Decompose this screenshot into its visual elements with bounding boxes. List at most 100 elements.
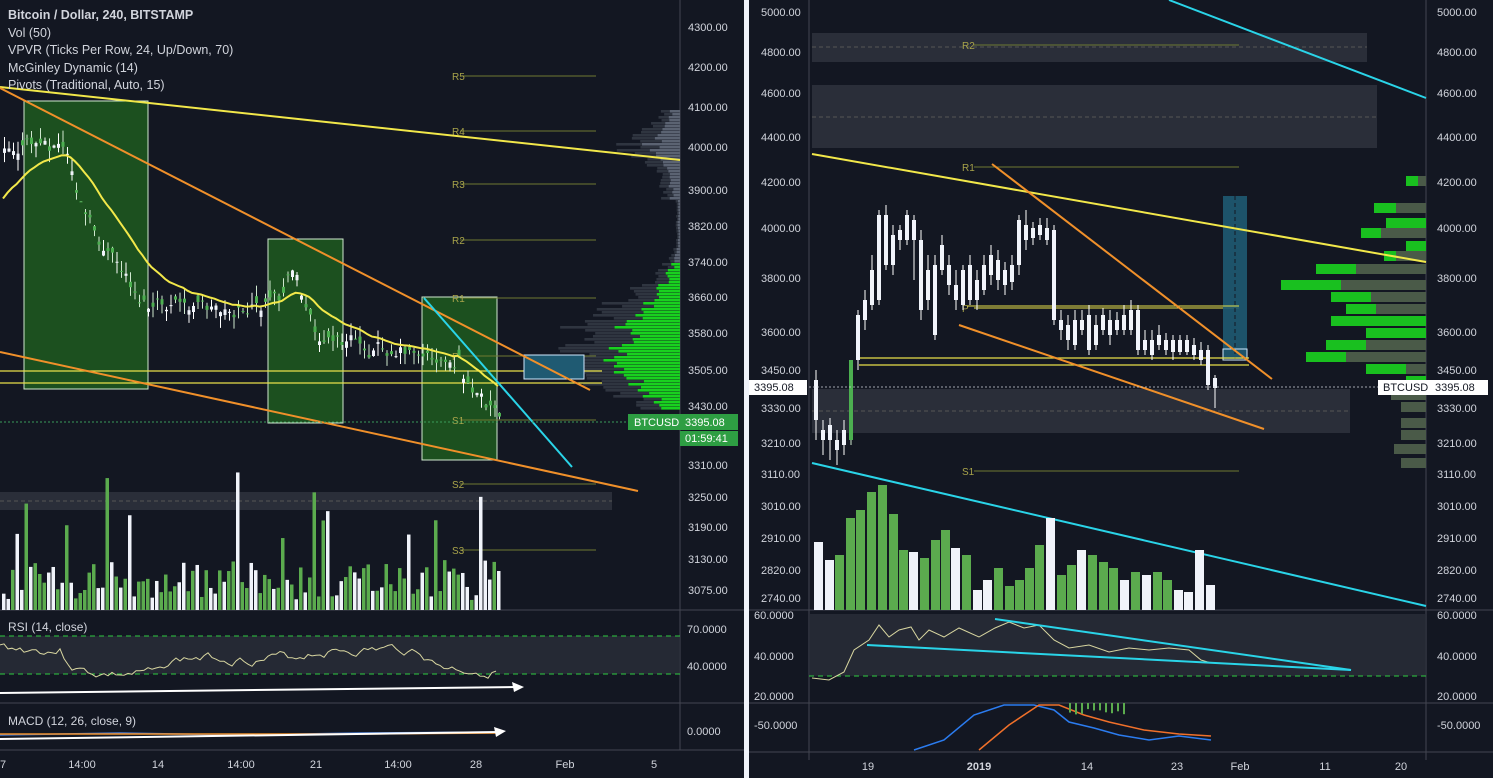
price-axis-label: 3740.00 <box>688 257 728 269</box>
price-axis-label: 3110.00 <box>1437 469 1476 481</box>
vpvr-bar <box>676 200 678 203</box>
candle-body <box>1157 335 1161 345</box>
candle-body <box>1017 220 1021 265</box>
price-axis-right[interactable]: 5000.00 4800.00 4600.00 4400.00 4200.00 4000.… <box>1437 7 1477 605</box>
candle-body <box>372 350 375 356</box>
volume-bar <box>470 600 474 610</box>
price-axis-label: 4600.00 <box>1437 88 1477 100</box>
vpvr-bar <box>668 266 674 269</box>
vpvr-bar <box>655 281 669 284</box>
vpvr-bar <box>655 272 665 275</box>
vpvr-bar <box>586 374 624 377</box>
vpvr-bar <box>1346 304 1376 314</box>
indicator-mcginley[interactable]: McGinley Dynamic (14) <box>8 60 233 78</box>
volume-bar <box>353 572 357 610</box>
vpvr-bar <box>642 284 658 287</box>
yellow-trendline[interactable] <box>812 154 1426 262</box>
volume-bar <box>272 589 276 610</box>
time-axis[interactable]: 7 14:00 14 14:00 21 14:00 28 Feb 5 <box>0 759 657 771</box>
candle-body <box>255 296 258 303</box>
left-chart-svg[interactable]: R5R4R3R2R1PS1S2S3 4300.004200.004100.004… <box>0 0 744 778</box>
volume-bar <box>169 591 173 610</box>
volume-bar <box>461 573 465 610</box>
candle-body <box>1185 340 1189 352</box>
candle-body <box>863 300 867 320</box>
vpvr-bar <box>676 227 678 230</box>
time-axis[interactable]: 19 2019 14 23 Feb 11 20 <box>862 761 1407 773</box>
volume-bar <box>835 555 844 610</box>
candle-body <box>309 309 312 315</box>
vpvr-bar <box>658 275 667 278</box>
price-axis-left[interactable]: 5000.00 4800.00 4600.00 4400.00 4200.00 4000.… <box>761 7 801 605</box>
candle-body <box>8 149 11 152</box>
macd-signal-line[interactable] <box>979 705 1211 750</box>
pivot-label: R2 <box>962 41 975 52</box>
candle-body <box>93 226 96 230</box>
vpvr-bar <box>661 131 680 134</box>
rsi-arrow[interactable] <box>0 687 518 693</box>
vpvr-bar <box>678 242 680 245</box>
vpvr-bar <box>658 134 680 137</box>
volume-bar <box>344 577 348 610</box>
green-zone-box[interactable] <box>24 101 148 389</box>
candle-body <box>1024 225 1028 240</box>
volume-bar <box>421 573 425 610</box>
rsi-band <box>0 636 680 674</box>
volume-bar <box>439 591 443 610</box>
vpvr-bar <box>602 311 644 314</box>
price-axis-label: 5000.00 <box>761 7 801 19</box>
vpvr-bar <box>584 338 632 341</box>
green-zone-box[interactable] <box>268 239 343 423</box>
candle-body <box>440 360 443 361</box>
candle-body <box>354 339 357 340</box>
volume-bar <box>178 582 182 610</box>
right-chart-panel[interactable]: R2 R1 P S1 5000.00 4800.00 4600.00 4400.00 4200… <box>749 0 1493 778</box>
volume-bar <box>250 563 254 610</box>
candle-body <box>314 327 317 333</box>
vpvr-bar <box>628 383 680 386</box>
candle-body <box>377 342 380 344</box>
candle-body <box>327 331 330 337</box>
macd-label[interactable]: MACD (12, 26, close, 9) <box>8 714 136 728</box>
vpvr-bar <box>585 329 632 332</box>
candle-body <box>933 265 937 335</box>
volume-bar <box>1005 586 1014 610</box>
right-chart-svg[interactable]: R2 R1 P S1 5000.00 4800.00 4600.00 4400.00 4200… <box>749 0 1493 778</box>
candle-body <box>57 144 60 148</box>
vpvr-bar <box>657 170 669 173</box>
price-axis-label: 3800.00 <box>761 273 801 285</box>
candle-body <box>111 248 114 253</box>
candle-body <box>53 146 56 148</box>
volume-bars[interactable] <box>814 485 1215 610</box>
volume-bar <box>241 582 245 610</box>
candle-body <box>842 430 846 445</box>
vpvr-bar <box>671 263 680 266</box>
candle-body <box>48 146 51 150</box>
macd-line[interactable] <box>914 705 1211 750</box>
indicator-volume[interactable]: Vol (50) <box>8 25 233 43</box>
volume-bar <box>142 581 146 610</box>
indicator-pivots[interactable]: Pivots (Traditional, Auto, 15) <box>8 77 233 95</box>
indicator-vpvr[interactable]: VPVR (Ticks Per Row, 24, Up/Down, 70) <box>8 42 233 60</box>
left-chart-panel[interactable]: Bitcoin / Dollar, 240, BITSTAMP Vol (50)… <box>0 0 744 778</box>
price-axis[interactable]: 4300.00 4200.00 4100.00 4000.00 3900.00 3820.… <box>688 22 728 597</box>
volume-bar <box>61 583 65 610</box>
vpvr-bar <box>662 398 680 401</box>
candle-body <box>1087 315 1091 350</box>
rsi-label[interactable]: RSI (14, close) <box>8 620 87 634</box>
volume-bar <box>443 560 447 610</box>
green-zone-box[interactable] <box>422 297 497 460</box>
vpvr-bar <box>594 341 633 344</box>
target-box[interactable] <box>524 355 584 379</box>
candle-body <box>395 356 398 357</box>
time-axis-label: 21 <box>310 759 322 771</box>
price-axis-label: 3800.00 <box>1437 273 1477 285</box>
volume-bar <box>209 588 213 610</box>
time-axis-label: 14:00 <box>227 759 255 771</box>
volume-bar <box>146 579 150 610</box>
vpvr-bar <box>661 407 680 410</box>
vpvr-bar <box>1401 402 1426 412</box>
price-axis-label: 3010.00 <box>761 501 801 513</box>
vpvr-bar <box>670 176 680 179</box>
candle-body <box>125 274 128 276</box>
